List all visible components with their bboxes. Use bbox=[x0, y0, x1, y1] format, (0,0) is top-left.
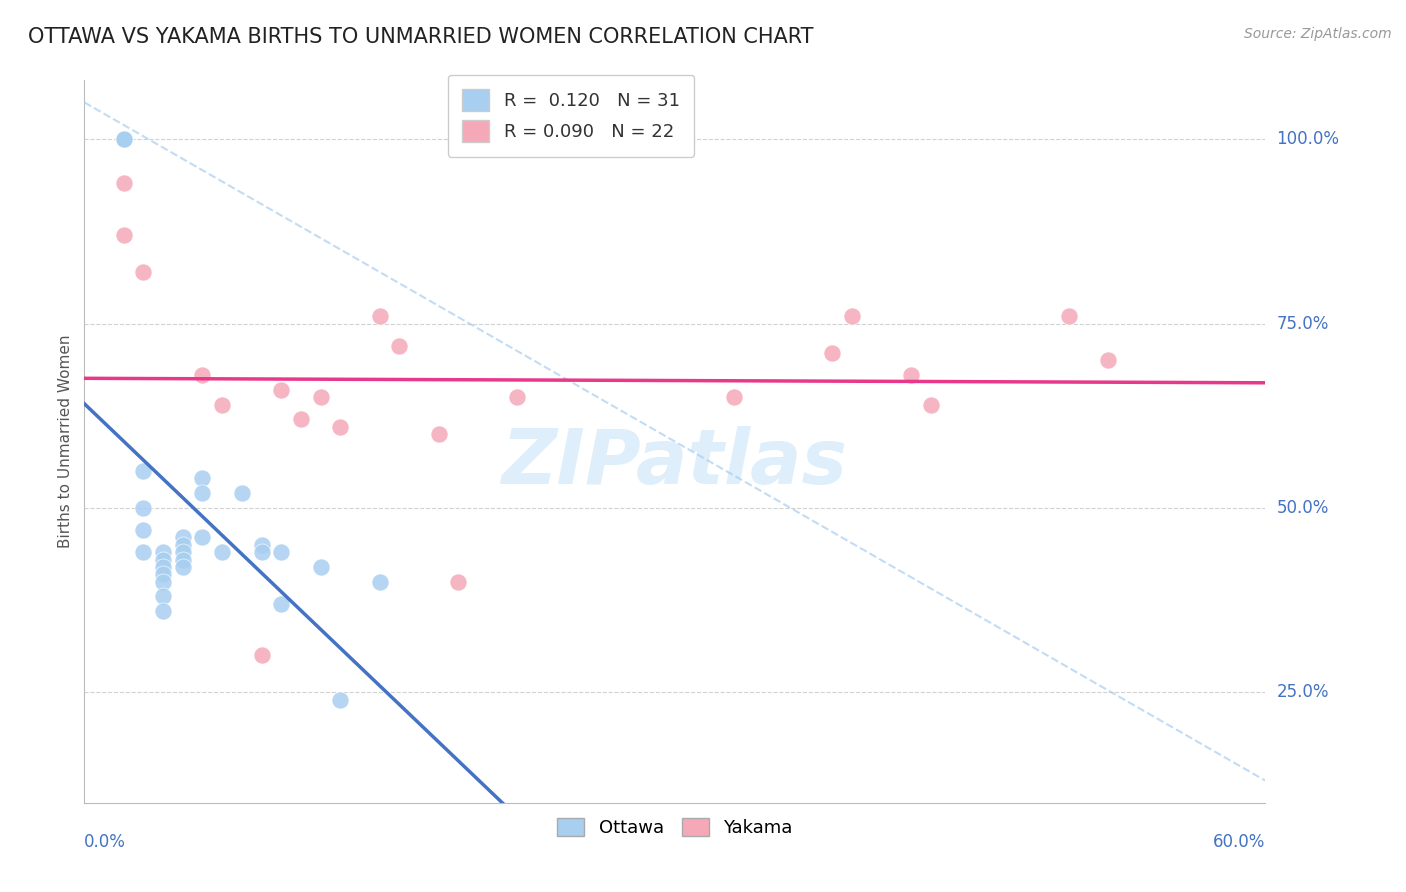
Point bbox=[447, 574, 470, 589]
Text: 100.0%: 100.0% bbox=[1277, 130, 1340, 148]
Point bbox=[1057, 309, 1080, 323]
Point bbox=[152, 590, 174, 604]
Point bbox=[250, 648, 273, 663]
Point bbox=[191, 486, 214, 500]
Point bbox=[427, 427, 450, 442]
Text: Source: ZipAtlas.com: Source: ZipAtlas.com bbox=[1244, 27, 1392, 41]
Point bbox=[152, 567, 174, 582]
Point bbox=[368, 574, 391, 589]
Point bbox=[329, 692, 352, 706]
Point bbox=[270, 597, 292, 611]
Point bbox=[152, 552, 174, 566]
Point bbox=[132, 464, 155, 478]
Point bbox=[112, 132, 135, 146]
Point bbox=[506, 390, 529, 404]
Text: 75.0%: 75.0% bbox=[1277, 315, 1329, 333]
Text: 0.0%: 0.0% bbox=[84, 833, 127, 851]
Text: OTTAWA VS YAKAMA BIRTHS TO UNMARRIED WOMEN CORRELATION CHART: OTTAWA VS YAKAMA BIRTHS TO UNMARRIED WOM… bbox=[28, 27, 814, 46]
Point bbox=[112, 177, 135, 191]
Text: ZIPatlas: ZIPatlas bbox=[502, 426, 848, 500]
Point bbox=[132, 523, 155, 537]
Point bbox=[270, 383, 292, 397]
Point bbox=[172, 530, 194, 544]
Point bbox=[388, 339, 411, 353]
Legend: Ottawa, Yakama: Ottawa, Yakama bbox=[550, 811, 800, 845]
Point bbox=[821, 346, 844, 360]
Point bbox=[920, 398, 942, 412]
Point bbox=[132, 500, 155, 515]
Point bbox=[112, 132, 135, 146]
Point bbox=[132, 265, 155, 279]
Point bbox=[172, 560, 194, 574]
Point bbox=[290, 412, 312, 426]
Point bbox=[211, 398, 233, 412]
Point bbox=[211, 545, 233, 559]
Point bbox=[329, 419, 352, 434]
Text: 50.0%: 50.0% bbox=[1277, 499, 1329, 516]
Point bbox=[900, 368, 922, 383]
Text: 60.0%: 60.0% bbox=[1213, 833, 1265, 851]
Point bbox=[191, 471, 214, 485]
Point bbox=[250, 545, 273, 559]
Point bbox=[841, 309, 863, 323]
Point bbox=[191, 368, 214, 383]
Point bbox=[172, 552, 194, 566]
Point bbox=[152, 545, 174, 559]
Point bbox=[172, 538, 194, 552]
Point bbox=[191, 530, 214, 544]
Point bbox=[112, 132, 135, 146]
Text: 25.0%: 25.0% bbox=[1277, 683, 1329, 701]
Point bbox=[112, 228, 135, 243]
Point bbox=[132, 545, 155, 559]
Point bbox=[152, 560, 174, 574]
Y-axis label: Births to Unmarried Women: Births to Unmarried Women bbox=[58, 334, 73, 549]
Point bbox=[231, 486, 253, 500]
Point bbox=[1097, 353, 1119, 368]
Point bbox=[309, 390, 332, 404]
Point bbox=[309, 560, 332, 574]
Point bbox=[172, 545, 194, 559]
Point bbox=[270, 545, 292, 559]
Point bbox=[152, 574, 174, 589]
Point bbox=[250, 538, 273, 552]
Point bbox=[723, 390, 745, 404]
Point bbox=[152, 604, 174, 618]
Point bbox=[368, 309, 391, 323]
